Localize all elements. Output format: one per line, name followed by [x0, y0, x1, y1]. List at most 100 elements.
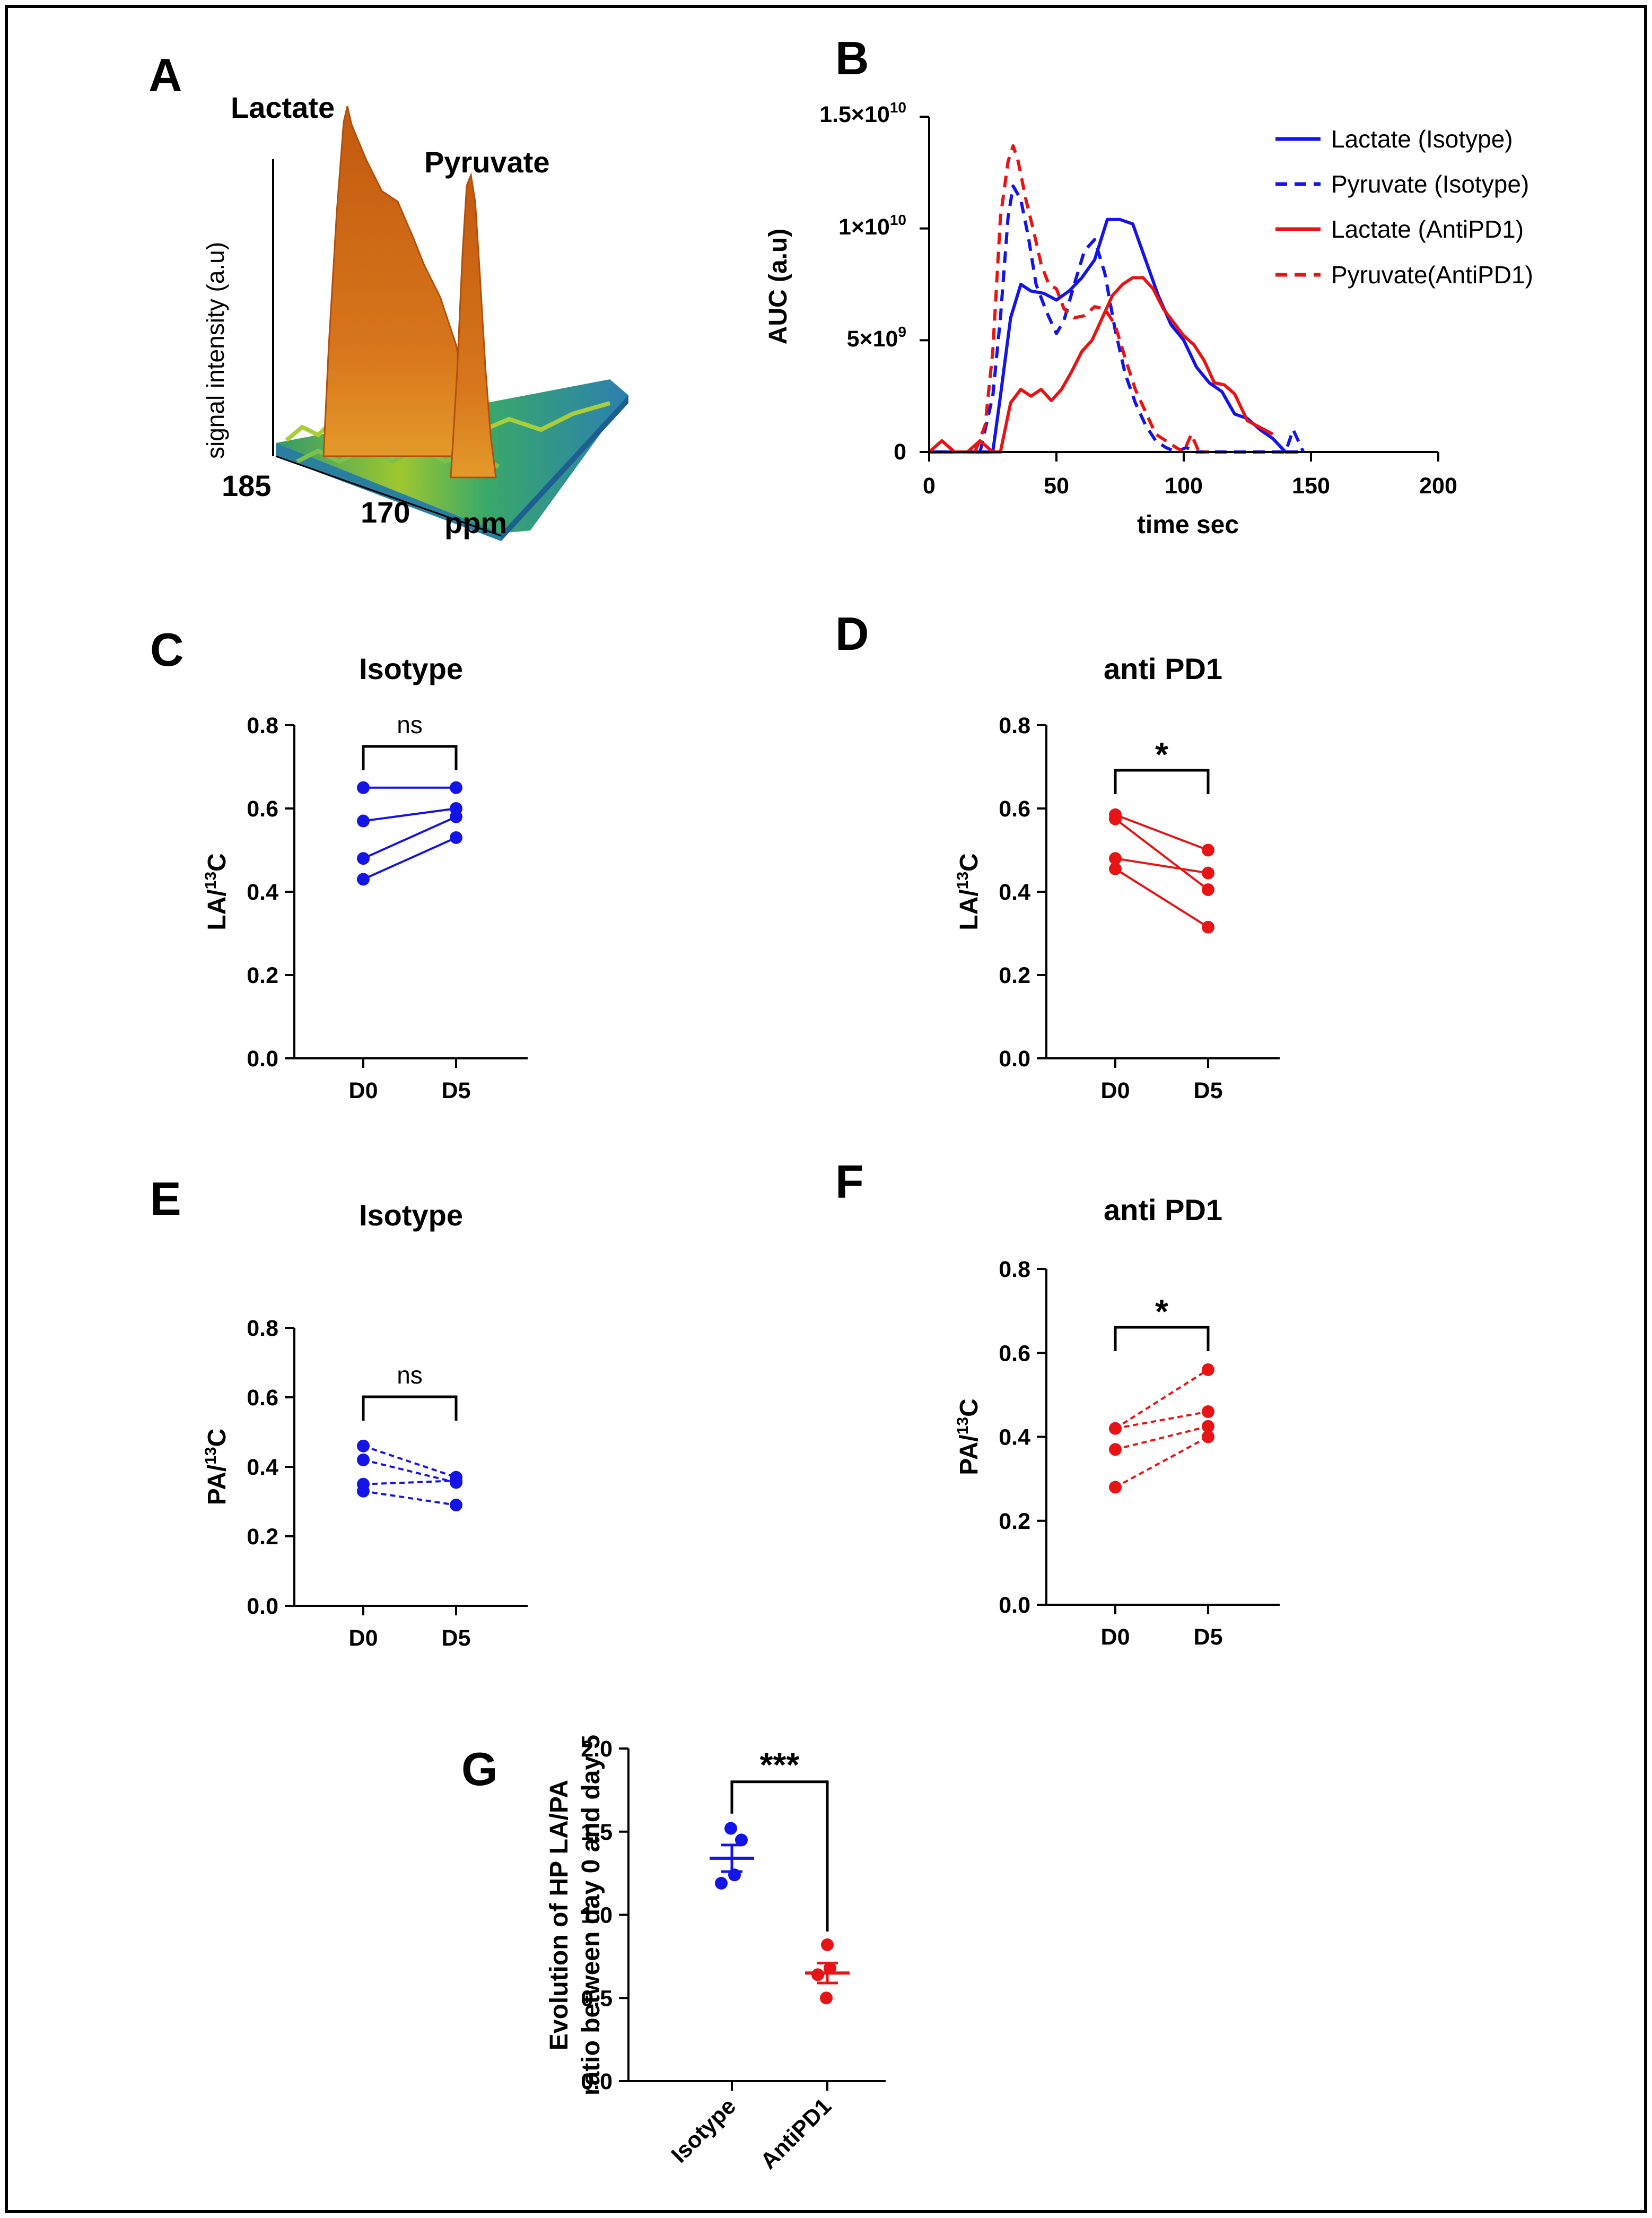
b-series-1-line: [978, 184, 1305, 454]
legend-label-lactate-isotype: Lactate (Isotype): [1331, 125, 1513, 153]
f-point-d0-1: [1109, 1422, 1122, 1435]
g-point-1-2: [811, 1968, 824, 1981]
panel-e-title: Isotype: [359, 1198, 463, 1232]
surface-side-edge: [501, 395, 628, 541]
c-ytick-label-4: 0.8: [247, 713, 278, 738]
d-point-d5-3: [1202, 920, 1214, 934]
panel-f-title: anti PD1: [1104, 1193, 1222, 1227]
e-point-d0-1: [357, 1453, 370, 1466]
lactate-label: Lactate: [231, 91, 335, 124]
panel-letter-c: C: [150, 623, 184, 676]
panel-c-title: Isotype: [359, 652, 463, 685]
e-ytick-label-2: 0.4: [247, 1455, 278, 1480]
d-ytick-label-4: 0.8: [999, 713, 1030, 738]
f-point-d0-2: [1109, 1443, 1122, 1456]
e-point-d0-3: [357, 1484, 370, 1498]
b-xtick-label-3: 150: [1292, 473, 1330, 499]
d-point-d5-0: [1202, 843, 1214, 857]
e-significance-bracket: [362, 1395, 458, 1421]
e-pair-line-3: [363, 1490, 457, 1507]
panel-b: 1.5×1010 1×1010 5×109 0 0 50 100 150 200…: [764, 99, 1533, 539]
g-xtick-label-0: Isotype: [667, 2093, 741, 2168]
panel-g: 0.0 0.5 1.0 1.5 2.0 Isotype AntiPD1 Evolution o…: [545, 1735, 886, 2174]
d-point-d5-2: [1202, 866, 1214, 880]
c-pair-line-1: [363, 807, 457, 822]
d-point-d0-2: [1109, 852, 1122, 865]
c-point-d5-2: [450, 810, 462, 823]
c-point-d0-3: [357, 873, 370, 886]
surface-x-axis: [275, 455, 502, 537]
panel-letter-e: E: [150, 1172, 181, 1225]
b-xtick-label-4: 200: [1419, 473, 1457, 499]
e-xtick-label-0: D0: [349, 1625, 378, 1651]
c-point-d0-1: [357, 814, 370, 828]
panel-c: Isotype 0.0 0.2 0.4 0.6 0.8 D0 D5 LA/13C ns: [202, 652, 528, 1103]
b-ytick-label-2: 1×1010: [838, 212, 906, 240]
nmr-surface-plot: [272, 106, 628, 541]
panel-letter-d: D: [835, 607, 869, 660]
d-pair-line-3: [1114, 868, 1209, 928]
legend-label-pyruvate-antipd1: Pyruvate(AntiPD1): [1331, 261, 1533, 289]
c-point-d0-2: [357, 852, 370, 865]
panel-a: Lactate Pyruvate signal intensity (a.u) …: [202, 91, 628, 541]
f-point-d0-3: [1109, 1481, 1122, 1494]
d-point-d5-1: [1202, 883, 1214, 897]
b-series-0-line: [929, 218, 1298, 454]
f-pair-line-0: [1114, 1369, 1209, 1430]
d-xtick-label-1: D5: [1194, 1078, 1223, 1103]
g-ytick-label-2: 1.0: [581, 1903, 613, 1928]
d-pair-line-1: [1114, 818, 1209, 891]
panel-letter-g: G: [461, 1743, 497, 1795]
f-pair-line-2: [1115, 1425, 1209, 1451]
f-point-d5-0: [1202, 1363, 1214, 1376]
e-pair-line-2: [363, 1480, 457, 1485]
pyruvate-peak: [450, 172, 497, 479]
g-xtick-label-1: AntiPD1: [756, 2093, 836, 2174]
d-ytick-label-0: 0.0: [999, 1046, 1030, 1072]
g-point-0-0: [724, 1822, 737, 1835]
c-significance-label: ns: [397, 711, 423, 738]
g-significance-label: ***: [760, 1746, 800, 1784]
signal-intensity-label: signal intensity (a.u): [202, 242, 229, 459]
g-ytick-label-3: 1.5: [581, 1820, 613, 1845]
f-point-d5-2: [1202, 1420, 1214, 1433]
g-point-1-1: [824, 1961, 836, 1975]
e-significance-label: ns: [397, 1361, 423, 1389]
d-pair-line-2: [1115, 857, 1209, 874]
e-ytick-label-3: 0.6: [247, 1385, 278, 1411]
d-ytick-label-1: 0.2: [999, 963, 1030, 988]
g-point-0-1: [735, 1833, 748, 1847]
f-significance-bracket: [1114, 1326, 1210, 1351]
g-point-1-3: [820, 1991, 833, 2005]
g-ytick-label-0: 0.0: [581, 2069, 613, 2094]
ppm-tick-170: 170: [361, 495, 410, 529]
e-point-d5-2: [450, 1474, 462, 1488]
f-ylabel: PA/13C: [954, 1398, 983, 1475]
c-ytick-label-3: 0.6: [247, 796, 278, 822]
f-ytick-label-1: 0.2: [999, 1509, 1030, 1534]
e-ytick-label-0: 0.0: [247, 1594, 278, 1619]
c-pair-line-3: [363, 837, 457, 881]
c-ytick-label-0: 0.0: [247, 1046, 278, 1072]
d-ytick-label-2: 0.4: [999, 880, 1030, 905]
f-ytick-label-3: 0.6: [999, 1341, 1030, 1366]
f-ytick-label-0: 0.0: [999, 1593, 1030, 1618]
d-point-d0-3: [1109, 862, 1122, 875]
c-pair-line-2: [363, 815, 457, 860]
panel-d-title: anti PD1: [1104, 652, 1222, 685]
f-ytick-label-2: 0.4: [999, 1425, 1030, 1450]
panel-letter-a: A: [148, 49, 182, 101]
figure-border: [5, 5, 1647, 2213]
panel-e: Isotype 0.0 0.2 0.4 0.6 0.8 D0 D5 PA/13C ns: [202, 1198, 528, 1651]
d-significance-label: *: [1155, 735, 1168, 773]
d-ylabel: LA/13C: [954, 853, 983, 930]
e-pair-line-1: [363, 1458, 457, 1484]
d-point-d0-1: [1109, 812, 1122, 825]
b-series-2-line: [928, 276, 1274, 454]
ppm-tick-185: 185: [222, 469, 271, 502]
panel-f: anti PD1 0.0 0.2 0.4 0.6 0.8 D0 D5 PA/13C *: [954, 1193, 1280, 1650]
c-point-d5-0: [450, 781, 462, 794]
f-xtick-label-0: D0: [1101, 1624, 1130, 1650]
g-ylabel-line2: ratio between day 0 and day 5: [577, 1735, 605, 2095]
